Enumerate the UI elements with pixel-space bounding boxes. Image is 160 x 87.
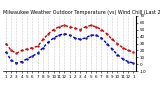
Text: Milwaukee Weather Outdoor Temperature (vs) Wind Chill (Last 24 Hours): Milwaukee Weather Outdoor Temperature (v… [3,10,160,15]
